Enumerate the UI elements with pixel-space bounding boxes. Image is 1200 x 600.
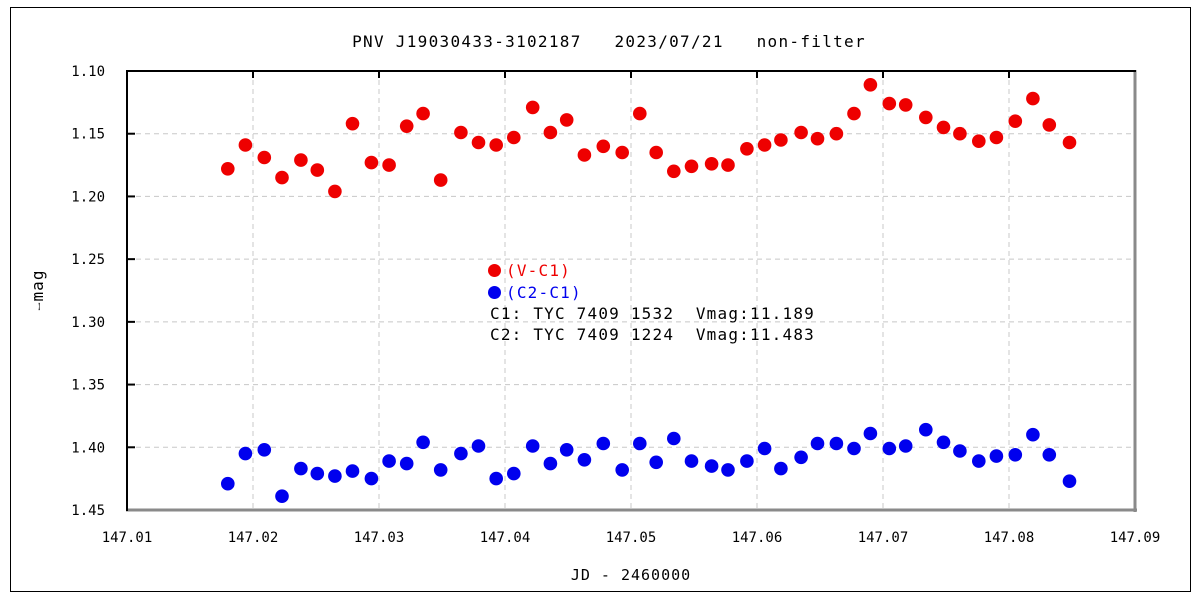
svg-text:147.06: 147.06 xyxy=(732,530,783,546)
svg-text:1.15: 1.15 xyxy=(71,127,105,143)
legend-item-c2-c1: (C2-C1) xyxy=(488,281,815,303)
legend-item-v-c1: (V-C1) xyxy=(488,259,815,281)
svg-text:147.09: 147.09 xyxy=(1110,530,1161,546)
outer-frame xyxy=(10,7,1191,592)
svg-text:1.45: 1.45 xyxy=(71,503,105,519)
svg-text:147.08: 147.08 xyxy=(984,530,1035,546)
red-circle-marker-icon xyxy=(488,263,501,277)
y-tick-labels: 1.10 1.15 1.20 1.25 1.30 1.35 1.40 1.45 xyxy=(71,64,105,519)
gridlines xyxy=(127,71,1135,510)
svg-text:1.10: 1.10 xyxy=(71,64,105,80)
comparison-star-c2-info: C2: TYC 7409 1224 Vmag:11.483 xyxy=(490,325,815,344)
svg-text:147.01: 147.01 xyxy=(102,530,153,546)
series-(C2-C1) xyxy=(221,422,1077,504)
svg-text:1.25: 1.25 xyxy=(71,252,105,268)
tick-marks xyxy=(127,71,1010,449)
y-axis-label: ⧿mag xyxy=(28,269,47,311)
svg-text:147.04: 147.04 xyxy=(480,530,531,546)
comparison-star-c1-info: C1: TYC 7409 1532 Vmag:11.189 xyxy=(490,304,815,323)
svg-text:147.07: 147.07 xyxy=(858,530,909,546)
svg-text:147.02: 147.02 xyxy=(228,530,279,546)
blue-circle-marker-icon xyxy=(488,285,501,299)
x-tick-labels: 147.01 147.02 147.03 147.04 147.05 147.06 147.… xyxy=(102,530,1161,546)
legend: (V-C1) (C2-C1) C1: TYC 7409 1532 Vmag:11… xyxy=(488,259,815,345)
x-axis-label: JD - 2460000 xyxy=(570,566,692,584)
chart-title: PNV J19030433-3102187 2023/07/21 non-fil… xyxy=(352,32,866,51)
series-(V-C1) xyxy=(221,78,1077,199)
legend-label-c2-c1: (C2-C1) xyxy=(506,282,582,302)
svg-text:1.20: 1.20 xyxy=(71,189,105,205)
legend-label-v-c1: (V-C1) xyxy=(506,260,571,280)
svg-text:1.35: 1.35 xyxy=(71,378,105,394)
svg-text:1.30: 1.30 xyxy=(71,315,105,331)
svg-text:1.40: 1.40 xyxy=(71,440,105,456)
svg-text:147.03: 147.03 xyxy=(354,530,405,546)
axis-box xyxy=(126,70,1137,512)
svg-text:147.05: 147.05 xyxy=(606,530,657,546)
